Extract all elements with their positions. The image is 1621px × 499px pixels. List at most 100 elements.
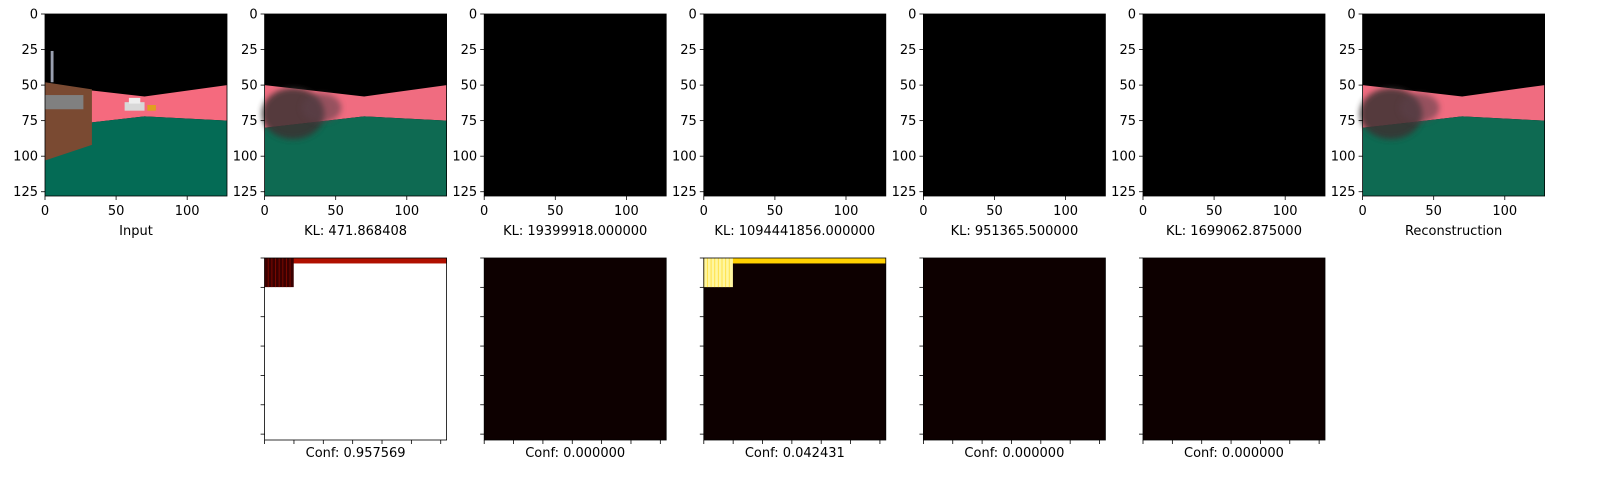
y-tick-label: 0 xyxy=(689,8,697,23)
y-tick-label: 75 xyxy=(680,114,697,129)
x-tick-label: 0 xyxy=(700,204,708,219)
x-tick-label: 50 xyxy=(327,204,344,219)
x-tick-label: 0 xyxy=(919,204,927,219)
y-tick-label: 75 xyxy=(1119,114,1136,129)
axes-frame xyxy=(703,13,887,197)
panel-caption: Conf: 0.000000 xyxy=(525,446,625,461)
y-tick-label: 125 xyxy=(1331,185,1356,200)
x-tick-label: 100 xyxy=(614,204,639,219)
y-tick-label: 50 xyxy=(461,79,478,94)
confidence-panel-conf-4: Conf: 0.000000 xyxy=(919,257,1106,461)
confidence-panel-conf-1: Conf: 0.957569 xyxy=(260,257,448,461)
x-tick-label: 0 xyxy=(1358,204,1366,219)
y-tick-label: 0 xyxy=(1128,8,1136,23)
heatmap-fill xyxy=(484,258,667,440)
x-tick-label: 100 xyxy=(175,204,200,219)
axes-frame xyxy=(44,13,228,197)
confidence-panel-conf-5: Conf: 0.000000 xyxy=(1139,257,1326,461)
x-tick-label: 0 xyxy=(1139,204,1147,219)
y-tick-label: 25 xyxy=(1119,43,1136,58)
axes-frame xyxy=(703,257,887,441)
x-tick-label: 50 xyxy=(1206,204,1223,219)
y-tick-label: 0 xyxy=(908,8,916,23)
x-tick-label: 100 xyxy=(1492,204,1517,219)
confidence-row: Conf: 0.957569 Conf: 0.000000 Conf: 0.0424… xyxy=(260,257,1326,461)
axes-frame xyxy=(1142,257,1326,441)
blur-blob xyxy=(301,93,342,123)
x-tick-label: 50 xyxy=(108,204,125,219)
y-tick-label: 25 xyxy=(461,43,478,58)
y-tick-label: 0 xyxy=(469,8,477,23)
y-tick-label: 100 xyxy=(452,150,477,165)
y-tick-label: 50 xyxy=(1119,79,1136,94)
x-tick-label: 100 xyxy=(394,204,419,219)
y-tick-label: 125 xyxy=(233,185,258,200)
blur-blob xyxy=(1399,93,1440,123)
y-tick-label: 75 xyxy=(21,114,38,129)
y-tick-label: 0 xyxy=(249,8,257,23)
y-tick-label: 50 xyxy=(680,79,697,94)
x-tick-label: 100 xyxy=(1273,204,1298,219)
y-tick-label: 100 xyxy=(892,150,917,165)
image-fill xyxy=(923,14,1106,196)
axes-frame xyxy=(483,13,667,197)
panel-caption: KL: 1094441856.000000 xyxy=(714,224,875,239)
panel-caption: Conf: 0.957569 xyxy=(306,446,406,461)
wall-window xyxy=(45,95,84,110)
ground-region xyxy=(1362,116,1545,196)
image-fill xyxy=(484,14,667,196)
y-tick-label: 75 xyxy=(1339,114,1356,129)
y-tick-label: 125 xyxy=(1111,185,1136,200)
axes-frame xyxy=(923,257,1106,441)
y-tick-label: 50 xyxy=(21,79,38,94)
y-tick-label: 100 xyxy=(233,150,258,165)
axes-frame xyxy=(923,13,1106,197)
y-tick-label: 75 xyxy=(461,114,478,129)
y-tick-label: 50 xyxy=(900,79,917,94)
car-body xyxy=(124,102,145,111)
panel-caption: Input xyxy=(119,224,153,239)
confidence-panel-conf-2: Conf: 0.000000 xyxy=(480,257,667,461)
heatmap-stripe xyxy=(264,258,447,264)
axes-frame xyxy=(1362,13,1545,197)
image-fill xyxy=(1143,14,1325,196)
x-tick-label: 50 xyxy=(986,204,1003,219)
y-tick-label: 25 xyxy=(21,43,38,58)
y-tick-label: 125 xyxy=(13,185,38,200)
confidence-panel-conf-3: Conf: 0.042431 xyxy=(699,257,887,461)
axes-frame xyxy=(264,257,448,441)
x-tick-label: 50 xyxy=(767,204,784,219)
yellow-object xyxy=(147,105,156,111)
heatmap-fill xyxy=(264,258,447,440)
x-tick-label: 100 xyxy=(1053,204,1078,219)
image-fill xyxy=(703,14,886,196)
heatmap-fill xyxy=(923,258,1106,440)
y-tick-label: 100 xyxy=(1331,150,1356,165)
panel-caption: KL: 951365.500000 xyxy=(951,224,1079,239)
axes-frame xyxy=(1142,13,1326,197)
x-tick-label: 0 xyxy=(480,204,488,219)
y-tick-label: 100 xyxy=(13,150,38,165)
panel-caption: Conf: 0.000000 xyxy=(1184,446,1284,461)
y-tick-label: 25 xyxy=(680,43,697,58)
y-tick-label: 25 xyxy=(1339,43,1356,58)
y-tick-label: 125 xyxy=(672,185,697,200)
x-tick-label: 50 xyxy=(1425,204,1442,219)
panel-caption: Conf: 0.000000 xyxy=(964,446,1064,461)
axes-frame xyxy=(264,13,448,197)
x-tick-label: 100 xyxy=(834,204,859,219)
heatmap-fill xyxy=(703,258,886,440)
x-tick-label: 0 xyxy=(260,204,268,219)
y-tick-label: 75 xyxy=(900,114,917,129)
heatmap-fill xyxy=(1143,258,1325,440)
y-tick-label: 0 xyxy=(30,8,38,23)
y-tick-label: 50 xyxy=(241,79,258,94)
y-tick-label: 0 xyxy=(1347,8,1355,23)
